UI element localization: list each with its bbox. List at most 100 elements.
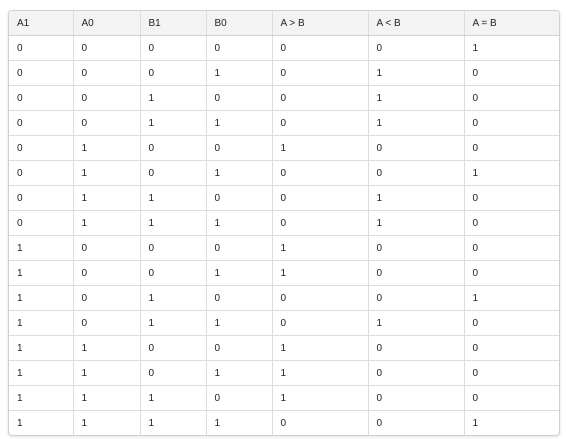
table-cell: 0 [368, 160, 465, 186]
table-cell: 1 [272, 385, 369, 411]
table-cell: 1 [206, 160, 273, 186]
table-cell: 1 [73, 360, 141, 386]
table-cell: 1 [9, 410, 74, 435]
table-cell: 0 [206, 35, 273, 61]
table-cell: 1 [9, 360, 74, 386]
table-cell: 1 [73, 410, 141, 435]
table-cell: 0 [206, 285, 273, 311]
table-cell: 0 [368, 385, 465, 411]
table-cell: 0 [9, 60, 74, 86]
table-cell: 0 [368, 285, 465, 311]
table-header: A1 A0 B1 B0 A > B A < B A = B [9, 11, 559, 36]
table-cell: 0 [272, 285, 369, 311]
table-cell: 1 [464, 35, 559, 61]
table-cell: 0 [206, 185, 273, 211]
table-cell: 1 [368, 310, 465, 336]
table-cell: 0 [206, 335, 273, 361]
table-cell: 1 [206, 260, 273, 286]
table-cell: 1 [368, 110, 465, 136]
table-cell: 0 [368, 410, 465, 435]
table-cell: 0 [9, 185, 74, 211]
table-cell: 0 [464, 235, 559, 261]
table-cell: 0 [272, 410, 369, 435]
table-cell: 1 [73, 335, 141, 361]
table-cell: 1 [472, 417, 479, 429]
table-cell: 1 [9, 335, 74, 361]
table-cell: 0 [272, 210, 369, 236]
table-cell: 1 [272, 135, 369, 161]
table-cell: 1 [73, 210, 141, 236]
table-cell: 0 [140, 135, 207, 161]
table-cell: 0 [140, 235, 207, 261]
table-cell: 0 [464, 210, 559, 236]
table-cell: 1 [206, 310, 273, 336]
table-cell: 0 [73, 310, 141, 336]
table-cell: 0 [140, 60, 207, 86]
table-cell: 0 [73, 35, 141, 61]
table-cell: 0 [272, 60, 369, 86]
column-header-b1: B1 [140, 11, 207, 36]
table-cell: 0 [464, 260, 559, 286]
table-cell: 0 [464, 60, 559, 86]
table-cell: 0 [464, 110, 559, 136]
table-cell: 0 [272, 310, 369, 336]
column-header-b0: B0 [206, 11, 273, 36]
table-cell: 0 [368, 135, 465, 161]
table-cell: 1 [206, 360, 273, 386]
header-row: A1 A0 B1 B0 A > B A < B A = B [9, 11, 559, 36]
table-cell: 1 [272, 260, 369, 286]
table-cell: 0 [9, 210, 74, 236]
table-cell: 0 [206, 85, 273, 111]
table-cell: 1 [206, 60, 273, 86]
table-cell: 1 [272, 335, 369, 361]
table-cell: 0 [73, 60, 141, 86]
column-header-a1: A1 [9, 11, 74, 36]
column-header-a-equal-b: A = B [464, 11, 559, 36]
table-cell: 0 [73, 110, 141, 136]
table-cell: 0 [9, 135, 74, 161]
table-cell: 0 [272, 185, 369, 211]
table-cell: 1 [464, 285, 559, 311]
table-cell: 1 [73, 160, 141, 186]
table-cell: 1 [9, 385, 74, 411]
table-cell: 1 [73, 135, 141, 161]
table-cell: 1 [73, 185, 141, 211]
table-cell: 1 [9, 310, 74, 336]
table-cell: 0 [73, 85, 141, 111]
column-header-a-less-b: A < B [368, 11, 465, 36]
table-cell: 0 [73, 235, 141, 261]
table-cell: 1 [140, 385, 207, 411]
table-cell: 0 [140, 335, 207, 361]
table-cell: 1 [272, 235, 369, 261]
table-cell: 0 [73, 285, 141, 311]
table-cell: 0 [9, 110, 74, 136]
table-cell: 1 [140, 110, 207, 136]
table-cell: 1 [140, 410, 207, 435]
table-cell: 0 [9, 35, 74, 61]
table-cell: 0 [140, 360, 207, 386]
table-cell: 1 [9, 260, 74, 286]
table-cell: 1 [140, 185, 207, 211]
table-cell: 1 [368, 210, 465, 236]
table-cell: 1 [9, 235, 74, 261]
table-cell: 0 [368, 335, 465, 361]
table-cell: 0 [464, 360, 559, 386]
table-cell: 0 [73, 260, 141, 286]
